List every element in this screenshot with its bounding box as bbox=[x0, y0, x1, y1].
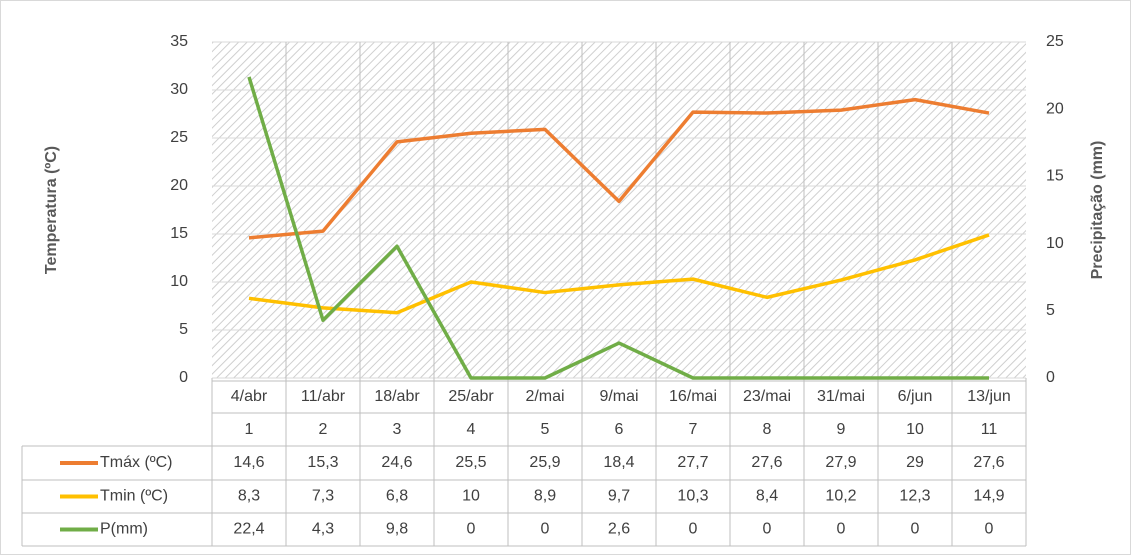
y-tick-label: 0 bbox=[179, 369, 188, 386]
table-value: 18,4 bbox=[603, 454, 634, 471]
y2-tick-label: 20 bbox=[1046, 100, 1064, 117]
x-tick-label: 25/abr bbox=[448, 388, 494, 405]
x-tick-number: 3 bbox=[393, 421, 402, 438]
x-tick-number: 6 bbox=[615, 421, 624, 438]
legend-label: Tmáx (ºC) bbox=[100, 454, 173, 471]
x-tick-number: 2 bbox=[319, 421, 328, 438]
table-value: 8,4 bbox=[756, 488, 778, 505]
y2-tick-label: 10 bbox=[1046, 235, 1064, 252]
table-value: 27,7 bbox=[677, 454, 708, 471]
y-tick-label: 15 bbox=[170, 225, 188, 242]
y-tick-label: 30 bbox=[170, 81, 188, 98]
series-line bbox=[247, 76, 989, 380]
table-value: 9,8 bbox=[386, 521, 408, 538]
x-tick-number: 8 bbox=[763, 421, 772, 438]
series-line bbox=[248, 97, 990, 240]
legend-label: P(mm) bbox=[100, 521, 148, 538]
x-tick-label: 16/mai bbox=[669, 388, 717, 405]
y-tick-label: 10 bbox=[170, 273, 188, 290]
table-value: 0 bbox=[689, 521, 698, 538]
x-tick-number: 10 bbox=[906, 421, 924, 438]
y2-axis-title: Precipitação (mm) bbox=[1089, 141, 1106, 280]
table-value: 10,3 bbox=[677, 488, 708, 505]
y2-tick-label: 15 bbox=[1046, 168, 1064, 185]
table-value: 27,6 bbox=[751, 454, 782, 471]
legend-label: Tmin (ºC) bbox=[100, 488, 168, 505]
plot-area bbox=[212, 42, 1026, 378]
y-axis-title: Temperatura (ºC) bbox=[43, 146, 60, 274]
x-tick-label: 11/abr bbox=[301, 388, 346, 405]
x-tick-number: 1 bbox=[245, 421, 254, 438]
x-tick-label: 2/mai bbox=[525, 388, 564, 405]
table-value: 0 bbox=[911, 521, 920, 538]
table-value: 29 bbox=[906, 454, 924, 471]
table-value: 15,3 bbox=[307, 454, 338, 471]
x-tick-label: 31/mai bbox=[817, 388, 865, 405]
y2-tick-label: 0 bbox=[1046, 369, 1055, 386]
table-value: 4,3 bbox=[312, 521, 334, 538]
table-value: 27,9 bbox=[825, 454, 856, 471]
x-tick-label: 4/abr bbox=[231, 388, 268, 405]
table-value: 8,3 bbox=[238, 488, 260, 505]
table-value: 24,6 bbox=[381, 454, 412, 471]
table-value: 0 bbox=[985, 521, 994, 538]
table-value: 2,6 bbox=[608, 521, 630, 538]
table-value: 12,3 bbox=[899, 488, 930, 505]
x-tick-number: 5 bbox=[541, 421, 550, 438]
x-tick-label: 6/jun bbox=[898, 388, 933, 405]
table-value: 14,9 bbox=[973, 488, 1004, 505]
x-tick-label: 18/abr bbox=[374, 388, 420, 405]
x-tick-label: 9/mai bbox=[599, 388, 638, 405]
series-line bbox=[248, 233, 990, 315]
y-tick-label: 25 bbox=[170, 129, 188, 146]
table-value: 10 bbox=[462, 488, 480, 505]
x-tick-number: 9 bbox=[837, 421, 846, 438]
table-value: 0 bbox=[837, 521, 846, 538]
table-value: 7,3 bbox=[312, 488, 334, 505]
x-tick-number: 4 bbox=[467, 421, 476, 438]
table-value: 14,6 bbox=[233, 454, 264, 471]
x-tick-label: 23/mai bbox=[743, 388, 791, 405]
x-tick-number: 7 bbox=[689, 421, 698, 438]
x-tick-label: 13/jun bbox=[967, 388, 1011, 405]
table-value: 25,5 bbox=[455, 454, 486, 471]
x-tick-number: 11 bbox=[981, 421, 998, 438]
table-value: 8,9 bbox=[534, 488, 556, 505]
table-value: 25,9 bbox=[529, 454, 560, 471]
table-value: 0 bbox=[541, 521, 550, 538]
table-value: 27,6 bbox=[973, 454, 1004, 471]
table-value: 0 bbox=[763, 521, 772, 538]
y-tick-label: 20 bbox=[170, 177, 188, 194]
table-value: 0 bbox=[467, 521, 476, 538]
table-value: 6,8 bbox=[386, 488, 408, 505]
y-tick-label: 35 bbox=[170, 33, 188, 50]
table-value: 9,7 bbox=[608, 488, 630, 505]
table-value: 10,2 bbox=[825, 488, 856, 505]
table-value: 22,4 bbox=[233, 521, 264, 538]
y-tick-label: 5 bbox=[179, 321, 188, 338]
y2-tick-label: 5 bbox=[1046, 302, 1055, 319]
y2-tick-label: 25 bbox=[1046, 33, 1064, 50]
